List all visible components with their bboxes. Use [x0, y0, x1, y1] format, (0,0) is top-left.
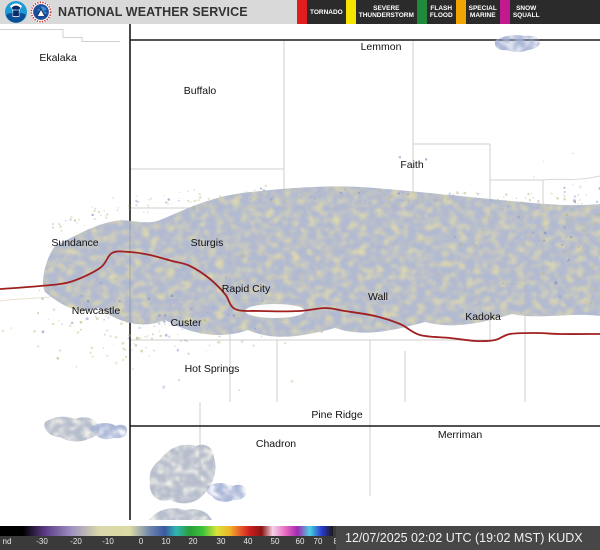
- svg-text:NOAA: NOAA: [12, 8, 20, 12]
